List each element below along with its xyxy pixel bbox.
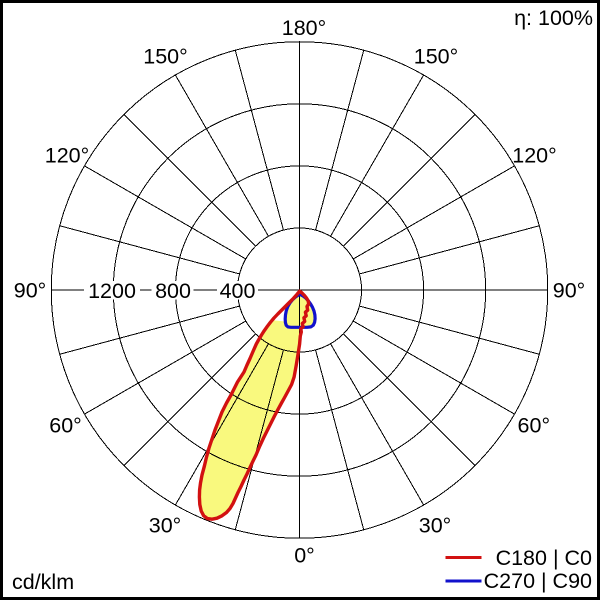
- svg-text:30°: 30°: [149, 514, 182, 538]
- svg-text:150°: 150°: [414, 44, 458, 68]
- svg-text:120°: 120°: [512, 144, 556, 168]
- svg-text:C180 | C0: C180 | C0: [496, 546, 592, 570]
- svg-text:800: 800: [155, 279, 191, 303]
- svg-text:180°: 180°: [282, 16, 326, 40]
- svg-text:0°: 0°: [294, 543, 315, 567]
- svg-text:60°: 60°: [49, 414, 82, 438]
- svg-text:60°: 60°: [518, 414, 551, 438]
- svg-text:cd/klm: cd/klm: [12, 570, 74, 594]
- svg-text:1200: 1200: [88, 279, 136, 303]
- svg-text:120°: 120°: [45, 144, 89, 168]
- svg-text:400: 400: [220, 279, 256, 303]
- svg-text:η: 100%: η: 100%: [514, 6, 593, 30]
- svg-text:30°: 30°: [419, 514, 452, 538]
- svg-text:90°: 90°: [14, 279, 47, 303]
- svg-text:C270 | C90: C270 | C90: [484, 569, 592, 593]
- svg-text:90°: 90°: [553, 279, 586, 303]
- svg-text:150°: 150°: [143, 44, 187, 68]
